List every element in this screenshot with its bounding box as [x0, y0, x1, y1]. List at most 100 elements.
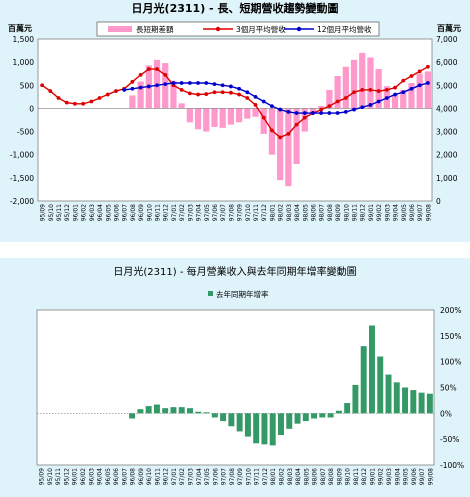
- point-3m: [286, 131, 291, 136]
- y-tick-right: 0%: [440, 409, 452, 418]
- x-tick-label: 95/09: [40, 204, 47, 221]
- x-tick-label: 97/08: [229, 468, 236, 485]
- x-tick-label: 96/08: [130, 204, 137, 221]
- bar-diff: [342, 66, 349, 109]
- bar-yoy: [261, 413, 268, 445]
- bar-diff: [137, 81, 144, 109]
- x-tick-label: 98/08: [327, 204, 334, 221]
- x-tick-label: 96/12: [163, 468, 170, 485]
- point-3m: [360, 88, 365, 92]
- point-12m: [417, 83, 422, 88]
- x-tick-label: 98/09: [336, 468, 343, 485]
- x-tick-label: 96/11: [154, 468, 161, 485]
- x-tick-label: 96/01: [72, 204, 79, 221]
- point-12m: [204, 81, 209, 85]
- bar-yoy: [220, 413, 227, 422]
- x-tick-label: 98/07: [319, 204, 326, 221]
- x-tick-label: 99/01: [368, 204, 375, 221]
- bar-diff: [260, 108, 267, 134]
- x-tick-label: 98/03: [287, 468, 294, 485]
- bar-diff: [309, 108, 317, 114]
- bar-yoy: [344, 403, 351, 414]
- x-tick-label: 99/04: [394, 468, 401, 485]
- y-tick-right: 7,000: [436, 35, 458, 44]
- point-3m: [270, 128, 274, 133]
- bar-yoy: [203, 412, 210, 414]
- point-12m: [384, 96, 389, 100]
- legend-box: [96, 21, 380, 37]
- legend-label-yoy: 去年同期年增率: [216, 289, 269, 299]
- point-12m: [270, 104, 274, 109]
- y-tick-right: 3,000: [436, 128, 458, 137]
- x-tick-label: 99/05: [403, 468, 410, 485]
- x-tick-label: 99/06: [411, 468, 418, 485]
- y-tick-right: 6,000: [436, 58, 458, 67]
- bar-yoy: [319, 413, 326, 418]
- point-3m: [237, 92, 242, 97]
- point-3m: [155, 67, 159, 71]
- x-tick-label: 95/11: [55, 468, 62, 485]
- x-tick-label: 96/05: [105, 204, 112, 221]
- y-axis-unit-left: 百萬元: [8, 23, 32, 33]
- legend-marker-3m: [215, 26, 221, 32]
- bar-yoy: [294, 413, 301, 424]
- y-tick-right: 1,000: [436, 174, 458, 183]
- bar-diff: [227, 108, 235, 125]
- point-3m: [196, 92, 200, 97]
- x-tick-label: 98/02: [278, 204, 285, 221]
- y-tick-right: 200%: [440, 306, 461, 315]
- x-tick-label: 97/06: [212, 468, 219, 485]
- point-3m: [393, 85, 397, 90]
- x-tick-label: 96/02: [80, 468, 87, 485]
- bar-yoy: [278, 413, 284, 436]
- point-3m: [105, 92, 110, 97]
- chart-title: 日月光(2311) - 長、短期營收趨勢變動圖: [132, 1, 339, 15]
- y-tick-right: 100%: [440, 358, 461, 367]
- x-tick-label: 98/07: [320, 468, 327, 485]
- x-tick-label: 96/09: [138, 204, 145, 221]
- point-3m: [376, 89, 381, 93]
- bar-diff: [359, 52, 366, 109]
- y-tick-left: -500: [17, 128, 34, 137]
- y-tick-left: 500: [20, 81, 35, 90]
- point-3m: [163, 72, 168, 77]
- y-tick-left: -1,500: [10, 174, 34, 183]
- x-tick-label: 97/05: [204, 468, 211, 485]
- point-3m: [294, 122, 299, 127]
- x-tick-label: 98/11: [353, 468, 360, 485]
- x-tick-label: 97/07: [221, 468, 228, 485]
- x-tick-label: 96/10: [146, 204, 153, 221]
- point-3m: [40, 83, 45, 88]
- x-tick-label: 97/09: [237, 468, 244, 485]
- bar-yoy: [145, 406, 152, 414]
- point-3m: [220, 90, 225, 95]
- bar-diff: [375, 69, 382, 109]
- x-tick-label: 95/12: [63, 468, 70, 485]
- point-12m: [352, 107, 356, 112]
- point-12m: [425, 81, 430, 85]
- x-tick-label: 96/11: [155, 204, 162, 221]
- point-12m: [343, 110, 348, 114]
- x-tick-label: 96/08: [130, 468, 137, 485]
- bar-diff: [350, 59, 358, 109]
- yoy-growth-chart-panel: 日月光(2311) - 每月營業收入與去年同期年增率變動圖 去年同期年增率 200%…: [0, 258, 470, 497]
- bar-diff: [416, 73, 423, 109]
- bar-diff: [235, 108, 243, 123]
- point-3m: [319, 107, 324, 112]
- x-tick-label: 97/04: [196, 468, 203, 485]
- y-tick-right: 0: [436, 197, 441, 206]
- point-12m: [368, 103, 373, 107]
- x-tick-label: 97/11: [254, 468, 261, 485]
- x-tick-label: 99/07: [419, 468, 426, 485]
- x-tick-label: 98/04: [295, 468, 302, 485]
- bar-yoy: [228, 413, 235, 427]
- bar-diff: [408, 82, 415, 109]
- x-tick-label: 98/01: [269, 204, 276, 221]
- legend-swatch-diff: [108, 26, 132, 32]
- x-tick-label: 99/02: [376, 204, 383, 221]
- x-tick-label: 96/09: [138, 468, 145, 485]
- y-tick-right: -100%: [440, 461, 464, 470]
- x-tick-label: 96/04: [97, 204, 104, 221]
- point-3m: [146, 67, 151, 71]
